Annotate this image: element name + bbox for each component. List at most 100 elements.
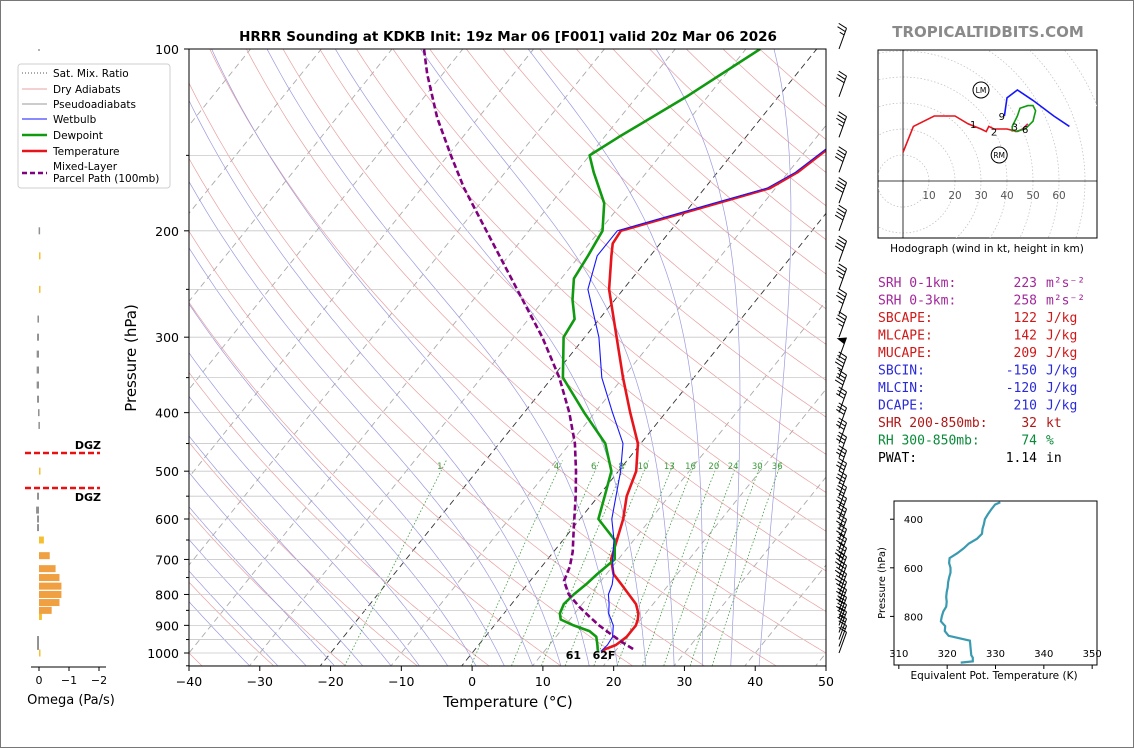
omega-bar [39, 286, 41, 293]
omega-bar [37, 316, 39, 323]
hodograph-tick-label: 30 [974, 190, 987, 202]
stat-unit: kt [1046, 416, 1062, 431]
omega-bar [39, 536, 44, 543]
omega-bar [36, 507, 39, 514]
stat-unit: J/kg [1046, 311, 1077, 326]
wind-barb-half [837, 367, 842, 370]
thetae-x-label: 350 [1083, 649, 1102, 660]
hodograph-height-label: 2 [991, 128, 997, 139]
omega-bar [39, 613, 42, 620]
mixing-ratio-label: 24 [728, 462, 739, 472]
hodograph-height-label: 1 [970, 120, 976, 131]
stat-key: MLCIN: [878, 381, 925, 396]
dry-adiabat-line [167, 36, 780, 669]
stat-unit: J/kg [1046, 399, 1077, 414]
skewt-ylabel: Pressure (hPa) [122, 304, 140, 412]
omega-bar [37, 493, 39, 500]
hodograph-frame [878, 50, 1097, 238]
omega-bar [37, 367, 39, 374]
omega-bar [39, 650, 41, 657]
stat-value: 74 [1021, 434, 1037, 449]
thetae-x-label: 310 [889, 649, 908, 660]
stat-value: 1.14 [1006, 451, 1037, 466]
stat-unit: J/kg [1046, 329, 1077, 344]
hodograph-tick-label: 60 [1052, 190, 1065, 202]
x-tick-label: −10 [388, 674, 414, 689]
skewt-frame [189, 49, 826, 666]
x-tick-label: 20 [606, 674, 622, 689]
hodograph-height-label: 9 [999, 112, 1005, 123]
dgz-upper-label: DGZ [75, 439, 101, 452]
thetae-x-label: 340 [1034, 649, 1053, 660]
legend-parcel-line1: Mixed-Layer [53, 161, 118, 173]
dry-adiabat-line [203, 36, 852, 669]
legend-temperature: Temperature [52, 146, 120, 158]
omega-x-label: 0 [36, 674, 43, 687]
stat-key: RH 300-850mb: [878, 434, 980, 449]
stat-key: MUCAPE: [878, 346, 933, 361]
moist-adiabat-line [127, 49, 532, 666]
wind-barb [831, 403, 848, 429]
omega-bar [37, 351, 39, 358]
omega-bar [39, 574, 59, 581]
omega-bar [37, 524, 39, 531]
thetae-ylabel: Pressure (hPa) [877, 547, 888, 619]
stat-key: SBCIN: [878, 364, 925, 379]
mixing-ratio-label: 16 [685, 462, 696, 472]
omega-bar [38, 409, 40, 416]
thetae-y-label: 400 [904, 515, 923, 526]
mixing-ratio-line [643, 461, 719, 666]
mixing-ratio-label: 6 [591, 462, 596, 472]
omega-bar [39, 591, 61, 598]
wind-barb [831, 504, 848, 530]
legend-mixratio: Sat. Mix. Ratio [53, 68, 129, 80]
legend-pseudoadiabats: Pseudoadiabats [53, 99, 136, 111]
x-tick-label: −20 [317, 674, 343, 689]
omega-bar [39, 227, 41, 234]
legend-wetbulb: Wetbulb [53, 114, 97, 126]
mixing-ratio-label: 13 [664, 462, 675, 472]
y-tick-label: 200 [155, 224, 179, 239]
wind-barb [831, 71, 848, 97]
thetae-y-label: 800 [904, 612, 923, 623]
moist-adiabat-line [528, 49, 703, 666]
moist-adiabat-line [212, 49, 590, 666]
brand-watermark: TROPICALTIDBITS.COM [892, 23, 1084, 41]
skewt-isobars [189, 49, 826, 666]
stat-value: 258 [1014, 294, 1037, 309]
thetae-x-label: 320 [938, 649, 957, 660]
wind-barb-half [838, 301, 843, 304]
dgz-lower-label: DGZ [75, 491, 101, 504]
skewt-series-dewpoint [560, 49, 760, 651]
wind-barb [831, 205, 848, 231]
wind-barb [831, 334, 847, 358]
moist-adiabat-line [656, 49, 740, 666]
y-tick-label: 1000 [147, 646, 179, 661]
stat-key: SRH 0-1km: [878, 276, 956, 291]
x-tick-label: −30 [247, 674, 273, 689]
x-tick-label: 40 [747, 674, 763, 689]
y-tick-label: 900 [155, 618, 179, 633]
y-tick-label: 800 [155, 587, 179, 602]
x-tick-label: −40 [176, 674, 202, 689]
dry-adiabat-line [95, 36, 636, 669]
wind-barb [831, 387, 848, 413]
legend-dewpoint: Dewpoint [53, 130, 103, 142]
stat-key: SBCAPE: [878, 311, 933, 326]
legend-parcel-line2: Parcel Path (100mb) [53, 173, 159, 185]
moist-adiabat-line [759, 49, 791, 666]
omega-bar [37, 636, 39, 643]
omega-x-label: −1 [61, 674, 77, 687]
wind-barbs [831, 23, 848, 653]
stat-unit: m²s⁻² [1046, 294, 1085, 309]
surface-dewpoint-label: 61 [566, 649, 581, 662]
hodograph-height-label: 3 [1012, 122, 1018, 133]
mixing-ratio-label: 30 [752, 462, 763, 472]
stat-value: -150 [1006, 364, 1037, 379]
stat-value: 223 [1014, 276, 1037, 291]
stat-key: SHR 200-850mb: [878, 416, 988, 431]
omega-bar [37, 334, 39, 341]
